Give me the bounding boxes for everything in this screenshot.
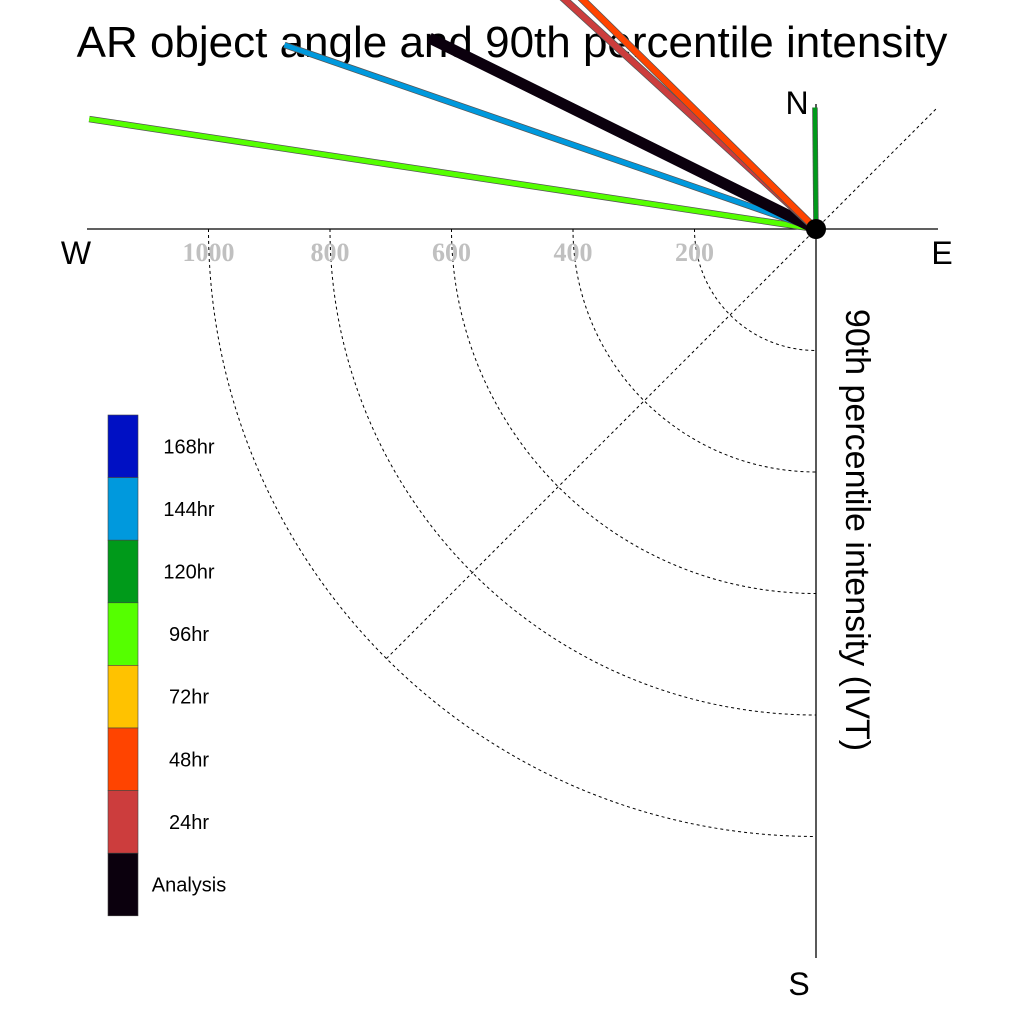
grid-arc-0 [208,228,817,837]
vector-analysis [426,32,819,234]
compass-east: E [931,235,952,271]
tick-label-1000: 1000 [183,238,235,267]
legend-label-120hr: 120hr [163,562,214,584]
legend: 168hr 144hr 120hr 96hr 72hr 48hr 24hr Analysis [107,414,226,917]
legend-swatch-24hr [107,790,139,854]
legend-label-72hr: 72hr [169,687,209,709]
vector-120hr [812,107,818,230]
tick-label-200: 200 [675,238,714,267]
legend-label-96hr: 96hr [169,624,209,646]
compass-west: W [61,235,92,271]
radial-axis-label: 90th percentile intensity (IVT) [838,309,876,751]
legend-swatch-120hr [107,539,139,604]
legend-swatch-analysis [107,852,139,917]
tick-label-800: 800 [311,238,350,267]
legend-swatch-144hr [107,477,139,541]
tick-label-400: 400 [554,238,593,267]
grid [208,106,939,837]
radial-tick-labels: 1000 800 600 400 200 [183,238,715,267]
vectors [88,0,819,234]
compass-north: N [785,85,808,121]
legend-label-144hr: 144hr [163,499,214,521]
compass-south: S [788,966,809,1002]
legend-swatch-96hr [107,602,139,666]
grid-arc-2 [451,228,817,594]
vector-96hr [88,116,817,232]
legend-swatch-48hr [107,727,139,791]
grid-diagonal [386,106,939,659]
vector-48hr [578,0,819,232]
chart-title: AR object angle and 90th percentile inte… [77,18,948,67]
legend-swatch-168hr [107,414,139,478]
grid-arc-3 [572,228,817,473]
legend-label-168hr: 168hr [163,436,214,458]
legend-label-24hr: 24hr [169,812,209,834]
legend-label-analysis: Analysis [152,875,226,897]
grid-arc-1 [329,228,817,716]
legend-label-48hr: 48hr [169,749,209,771]
vector-144hr [283,42,817,232]
tick-label-600: 600 [432,238,471,267]
origin-dot [806,219,826,239]
grid-arc-4 [694,228,817,351]
legend-swatch-72hr [107,665,139,729]
